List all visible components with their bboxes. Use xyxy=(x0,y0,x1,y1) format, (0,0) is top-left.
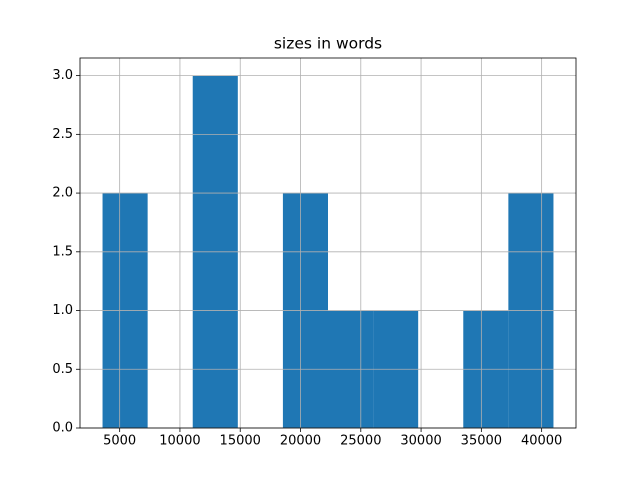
y-tick-label: 1.5 xyxy=(52,244,73,259)
x-tick-label: 30000 xyxy=(400,434,441,449)
y-tick-label: 0.0 xyxy=(52,421,73,436)
x-tick-label: 15000 xyxy=(220,434,261,449)
y-tick-label: 2.0 xyxy=(52,186,73,201)
y-tick-label: 0.5 xyxy=(52,362,73,377)
x-tick-label: 35000 xyxy=(461,434,502,449)
x-tick-label: 25000 xyxy=(340,434,381,449)
y-tick-label: 3.0 xyxy=(52,68,73,83)
x-tick-label: 10000 xyxy=(159,434,200,449)
x-tick-label: 40000 xyxy=(521,434,562,449)
y-tick-label: 1.0 xyxy=(52,303,73,318)
axes-frame xyxy=(79,57,577,429)
x-tick-label: 20000 xyxy=(280,434,321,449)
chart-title: sizes in words xyxy=(274,35,382,53)
y-tick-label: 2.5 xyxy=(52,127,73,142)
x-tick-label: 5000 xyxy=(103,434,136,449)
